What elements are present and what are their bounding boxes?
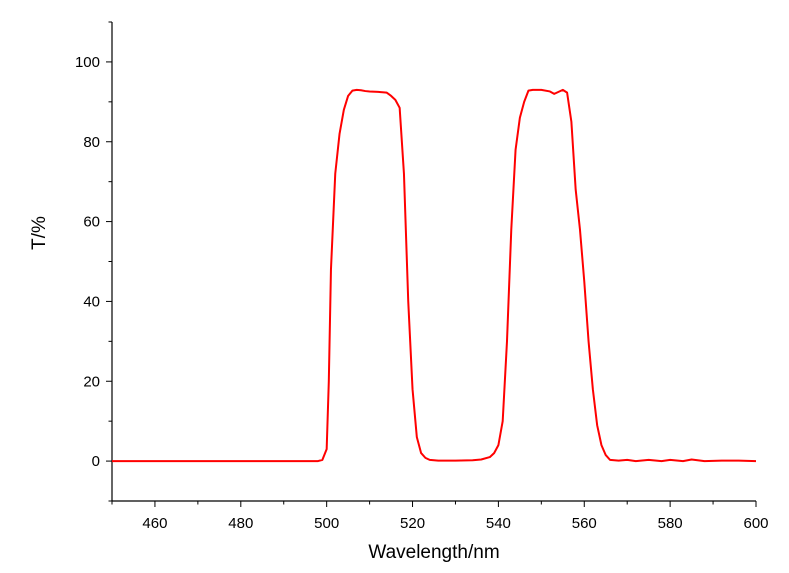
- y-axis-title: T/%: [29, 216, 50, 250]
- y-tick-label: 0: [92, 453, 100, 470]
- x-tick-label: 500: [314, 515, 339, 532]
- x-tick-label: 460: [142, 515, 167, 532]
- x-tick-label: 520: [400, 515, 425, 532]
- x-tick-label: 540: [486, 515, 511, 532]
- y-tick-label: 80: [83, 134, 100, 151]
- y-ticks: 0 20 40 60 80 100: [75, 21, 112, 502]
- x-axis-title: Wavelength/nm: [368, 542, 499, 563]
- y-tick-label: 100: [75, 54, 100, 71]
- y-tick-label: 40: [83, 293, 100, 310]
- x-tick-label: 480: [228, 515, 253, 532]
- y-tick-label: 60: [83, 214, 100, 231]
- x-tick-label: 580: [658, 515, 683, 532]
- y-tick-label: 20: [83, 373, 100, 390]
- axes: [111, 22, 756, 502]
- transmission-curve: [112, 88, 757, 463]
- x-tick-label: 600: [743, 515, 768, 532]
- x-tick-label: 560: [572, 515, 597, 532]
- x-ticks: 460 480 500 520 540 560 580 600: [111, 501, 769, 532]
